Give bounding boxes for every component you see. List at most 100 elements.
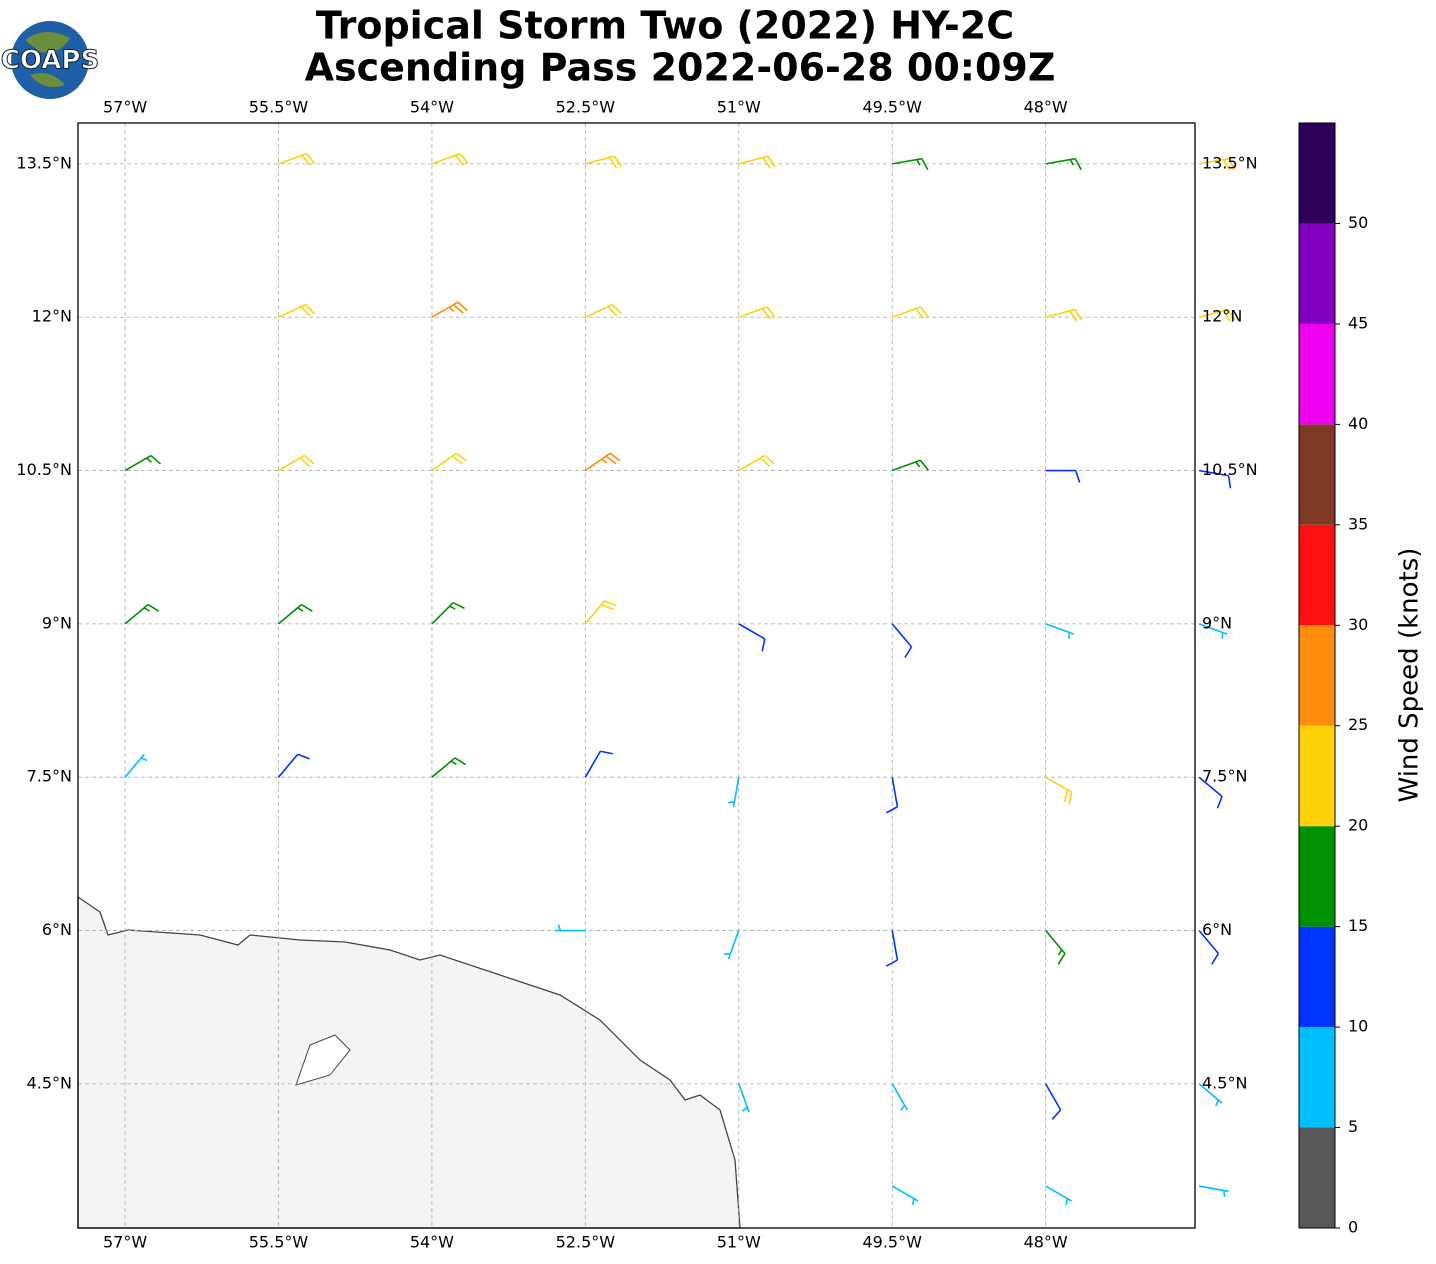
- logo-text: COAPS: [1, 46, 99, 76]
- x-tick-label: 55.5°W: [249, 98, 309, 117]
- wind-barb: [885, 777, 899, 814]
- y-tick-label: 6°N: [42, 920, 72, 939]
- colorbar-tick-label: 45: [1348, 313, 1368, 332]
- colorbar-tick-label: 0: [1348, 1218, 1358, 1237]
- plot-layer: [78, 123, 1236, 1228]
- chart-title: Tropical Storm Two (2022) HY-2C: [316, 4, 1014, 48]
- wind-barb: [278, 152, 316, 166]
- wind-barb: [891, 1083, 908, 1111]
- y-tick-label: 10.5°N: [16, 460, 72, 479]
- y-tick-label: 13.5°N: [1202, 153, 1258, 172]
- wind-barb: [124, 603, 160, 625]
- wind-barb: [891, 459, 929, 472]
- colorbar-tick-label: 10: [1348, 1017, 1368, 1036]
- y-tick-label: 10.5°N: [1202, 460, 1258, 479]
- wind-barb: [278, 303, 315, 318]
- wind-barb: [728, 777, 740, 807]
- chart-subtitle: Ascending Pass 2022-06-28 00:09Z: [305, 46, 1056, 90]
- wind-barb: [1198, 469, 1232, 489]
- y-tick-label: 12°N: [1202, 307, 1242, 326]
- wind-barb: [277, 753, 310, 778]
- wind-barb: [431, 601, 465, 625]
- wind-barb: [124, 454, 162, 472]
- y-tick-label: 6°N: [1202, 920, 1232, 939]
- colorbar-bin: [1299, 826, 1335, 927]
- wind-barb: [431, 301, 468, 318]
- y-tick-label: 4.5°N: [1202, 1073, 1247, 1092]
- colorbar-bin: [1299, 725, 1335, 827]
- y-tick-label: 7.5°N: [1202, 767, 1247, 786]
- wind-barb: [891, 1185, 919, 1205]
- wind-barb: [584, 600, 617, 625]
- map-frame: [77, 122, 1196, 1229]
- colorbar-bin: [1299, 123, 1335, 224]
- wind-barb: [1045, 623, 1075, 639]
- wind-barb: [1198, 930, 1220, 965]
- colorbar-tick-label: 35: [1348, 514, 1368, 533]
- y-tick-label: 12°N: [32, 307, 72, 326]
- wind-barb: [1198, 623, 1228, 639]
- colorbar-bin: [1299, 926, 1335, 1028]
- wind-barb: [1045, 1185, 1073, 1205]
- colorbar-bin: [1299, 223, 1335, 324]
- x-tick-label: 57°W: [103, 1233, 147, 1252]
- wind-barb: [891, 623, 913, 659]
- wind-barb: [1045, 157, 1082, 171]
- wind-barb: [585, 303, 622, 318]
- lake: [295, 1034, 351, 1086]
- wind-barb: [584, 750, 613, 778]
- wind-barb: [584, 452, 621, 472]
- y-tick-label: 13.5°N: [16, 153, 72, 172]
- wind-barb: [738, 454, 775, 472]
- wind-barb: [1198, 1185, 1229, 1197]
- wind-barb: [555, 924, 586, 932]
- colorbar-tick-label: 20: [1348, 816, 1368, 835]
- wind-barb: [1198, 1083, 1223, 1107]
- x-tick-label: 52.5°W: [556, 98, 616, 117]
- y-tick-label: 7.5°N: [27, 767, 72, 786]
- wind-barb: [431, 452, 468, 472]
- wind-barb: [738, 155, 776, 169]
- x-tick-label: 54°W: [410, 1233, 454, 1252]
- x-tick-label: 48°W: [1024, 98, 1068, 117]
- land: [77, 895, 741, 1229]
- x-tick-label: 54°W: [410, 98, 454, 117]
- colorbar-bin: [1299, 1127, 1335, 1228]
- colorbar-label: Wind Speed (knots): [1395, 548, 1425, 803]
- wind-barb: [1198, 776, 1223, 809]
- wind-barb: [885, 930, 899, 967]
- logo-land: [25, 31, 70, 88]
- x-tick-label: 55.5°W: [249, 1233, 309, 1252]
- colorbar-bin: [1299, 625, 1335, 726]
- logo: COAPS: [0, 21, 100, 99]
- wind-barb: [891, 306, 929, 320]
- y-tick-label: 4.5°N: [27, 1073, 72, 1092]
- wind-barb: [1198, 308, 1236, 322]
- colorbar-bin: [1299, 323, 1335, 425]
- wind-barb: [1045, 469, 1081, 483]
- wind-barb: [1045, 930, 1066, 965]
- wind-barb: [1044, 1083, 1062, 1120]
- x-tick-label: 49.5°W: [862, 1233, 922, 1252]
- x-tick-label: 49.5°W: [862, 98, 922, 117]
- x-tick-label: 57°W: [103, 98, 147, 117]
- wind-barb: [738, 306, 776, 320]
- wind-barb: [738, 1083, 750, 1113]
- x-tick-label: 52.5°W: [556, 1233, 616, 1252]
- colorbar-tick-label: 15: [1348, 916, 1368, 935]
- y-tick-label: 9°N: [1202, 613, 1232, 632]
- colorbar-tick-label: 30: [1348, 615, 1368, 634]
- wind-barb: [431, 152, 469, 166]
- wind-barb: [738, 623, 766, 652]
- wind-barb: [277, 603, 313, 625]
- wind-barb: [1198, 157, 1236, 172]
- wind-barb: [278, 454, 315, 472]
- colorbar-tick-label: 50: [1348, 213, 1368, 232]
- wind-barb: [585, 155, 622, 169]
- x-tick-label: 51°W: [717, 98, 761, 117]
- colorbar-tick-label: 40: [1348, 414, 1368, 433]
- x-tick-label: 51°W: [717, 1233, 761, 1252]
- wind-barb: [431, 757, 467, 778]
- wind-barb: [1045, 776, 1073, 805]
